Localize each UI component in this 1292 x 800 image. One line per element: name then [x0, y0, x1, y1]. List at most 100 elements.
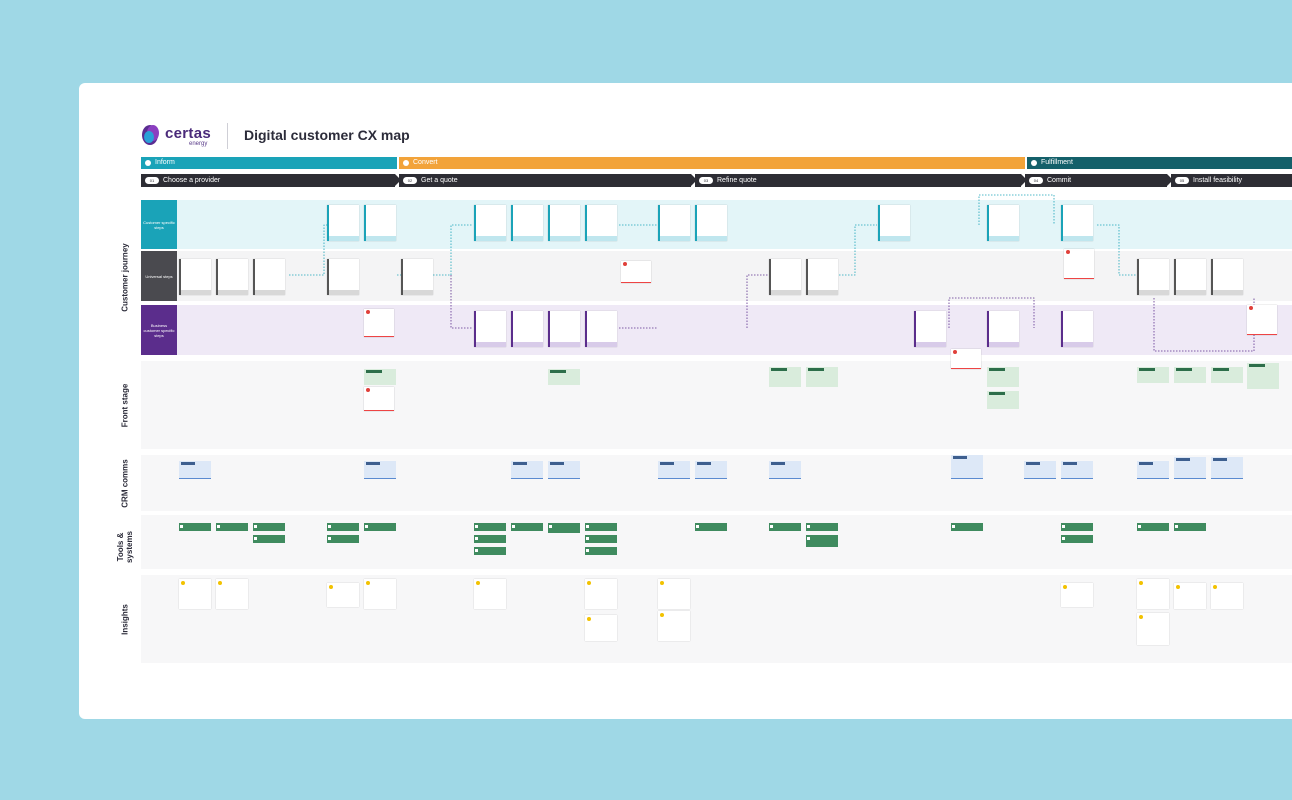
- logo-mark-icon: [142, 125, 159, 145]
- tool-chip: [511, 523, 543, 531]
- journey-card: [806, 259, 838, 295]
- step-choose-provider: 01 Choose a provider: [141, 174, 401, 187]
- journey-card: [1211, 259, 1243, 295]
- front-stage-card: [1174, 367, 1206, 383]
- insight-note: [327, 583, 359, 607]
- card-footer: [808, 290, 838, 295]
- card-footer: [660, 236, 690, 241]
- card-header-bar: [1139, 368, 1155, 371]
- tool-chip: [327, 535, 359, 543]
- insight-note: [1061, 583, 1093, 607]
- tool-chip: [1061, 523, 1093, 531]
- card-header-bar: [953, 456, 967, 459]
- card-footer: [255, 290, 285, 295]
- tool-chip: [1061, 535, 1093, 543]
- crm-comm-card: [1024, 461, 1056, 479]
- insight-note: [364, 579, 396, 609]
- card-footer: [1063, 342, 1093, 347]
- tool-chip: [216, 523, 248, 531]
- journey-card: [511, 311, 543, 347]
- card-footer: [587, 236, 617, 241]
- card-footer: [771, 290, 801, 295]
- certas-logo: certas energy: [141, 123, 223, 149]
- card-header-bar: [1176, 458, 1190, 461]
- phase-convert: Convert: [399, 157, 1025, 169]
- card-footer: [1063, 236, 1093, 241]
- tool-chip: [474, 523, 506, 531]
- step-number: 05: [1175, 177, 1189, 184]
- lane-label-customer: Customer specific steps: [141, 200, 177, 249]
- crm-comm-card: [1211, 457, 1243, 479]
- card-header-bar: [550, 370, 566, 373]
- journey-card: [658, 205, 690, 241]
- journey-card: [216, 259, 248, 295]
- step-label: Refine quote: [717, 177, 757, 184]
- tool-chip: [327, 523, 359, 531]
- tool-chip: [769, 523, 801, 531]
- card-header-bar: [366, 462, 380, 465]
- card-footer: [1139, 290, 1169, 295]
- card-footer: [1176, 290, 1206, 295]
- step-number: 03: [699, 177, 713, 184]
- card-header-bar: [808, 368, 824, 371]
- crm-comm-card: [511, 461, 543, 479]
- card-footer: [476, 236, 506, 241]
- card-header-bar: [1213, 458, 1227, 461]
- card-header-bar: [771, 368, 787, 371]
- insight-note: [1211, 583, 1243, 609]
- crm-comm-card: [695, 461, 727, 479]
- tool-chip: [548, 523, 580, 533]
- card-footer: [513, 342, 543, 347]
- tool-chip: [585, 523, 617, 531]
- journey-card: [914, 311, 946, 347]
- journey-card: [585, 205, 617, 241]
- step-arrow-icon: [395, 174, 401, 186]
- insight-note: [585, 615, 617, 641]
- lane-label-business: Business customer specific steps: [141, 305, 177, 355]
- card-header-bar: [771, 462, 785, 465]
- journey-card: [401, 259, 433, 295]
- insight-note: [179, 579, 211, 609]
- front-stage-card: [1247, 363, 1279, 389]
- pain-point-note: [951, 349, 981, 369]
- step-label: Choose a provider: [163, 177, 221, 184]
- journey-card: [878, 205, 910, 241]
- journey-card: [474, 311, 506, 347]
- card-header-bar: [660, 462, 674, 465]
- card-footer: [476, 342, 506, 347]
- card-footer: [587, 342, 617, 347]
- tool-chip: [253, 535, 285, 543]
- phase-label: Inform: [155, 159, 175, 166]
- lane-bg: [141, 361, 1292, 449]
- step-arrow-icon: [1021, 174, 1027, 186]
- journey-card: [548, 311, 580, 347]
- step-install-feasibility: 05 Install feasibility: [1171, 174, 1292, 187]
- journey-card: [769, 259, 801, 295]
- tool-chip: [951, 523, 983, 531]
- card-header-bar: [513, 462, 527, 465]
- insight-note: [585, 579, 617, 609]
- crm-comm-card: [364, 461, 396, 479]
- crm-comm-card: [1061, 461, 1093, 479]
- journey-card: [585, 311, 617, 347]
- journey-card: [695, 205, 727, 241]
- tool-chip: [806, 535, 838, 547]
- card-header-bar: [1139, 462, 1153, 465]
- step-get-quote: 02 Get a quote: [399, 174, 697, 187]
- tool-chip: [474, 547, 506, 555]
- crm-comm-card: [951, 455, 983, 479]
- insight-note: [658, 611, 690, 641]
- lane-front-stage: [141, 361, 1292, 449]
- card-header-bar: [989, 368, 1005, 371]
- phase-label: Fulfillment: [1041, 159, 1073, 166]
- step-label: Get a quote: [421, 177, 458, 184]
- lane-business-specific: Business customer specific steps: [141, 305, 1292, 355]
- tool-chip: [585, 535, 617, 543]
- crm-comm-card: [658, 461, 690, 479]
- step-commit: 04 Commit: [1025, 174, 1173, 187]
- card-footer: [989, 236, 1019, 241]
- phase-inform: Inform: [141, 157, 397, 169]
- card-footer: [989, 342, 1019, 347]
- card-footer: [1213, 290, 1243, 295]
- journey-card: [327, 205, 359, 241]
